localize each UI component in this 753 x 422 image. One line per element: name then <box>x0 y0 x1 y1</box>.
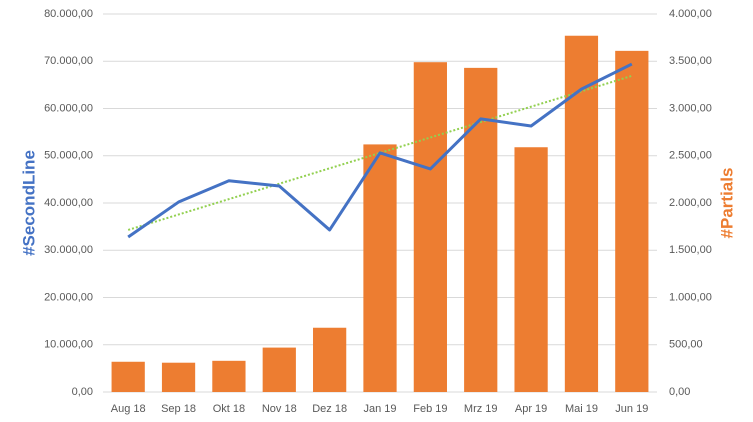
y-tick-label: 70.000,00 <box>44 55 93 67</box>
x-tick-label: Aug 18 <box>111 403 146 415</box>
y-tick-label: 0,00 <box>72 386 93 398</box>
bar <box>514 147 548 392</box>
y2-tick-label: 4.000,00 <box>669 8 712 20</box>
y2-tick-label: 3.000,00 <box>669 102 712 114</box>
x-tick-label: Feb 19 <box>413 403 447 415</box>
bar <box>111 361 145 392</box>
y-tick-label: 60.000,00 <box>44 102 93 114</box>
bar <box>464 67 498 393</box>
x-tick-label: Dez 18 <box>312 403 347 415</box>
x-tick-label: Okt 18 <box>213 403 245 415</box>
bar <box>363 144 397 392</box>
bar <box>564 35 599 393</box>
y-tick-label: 20.000,00 <box>44 291 93 303</box>
bar <box>313 327 347 392</box>
x-tick-label: Mrz 19 <box>464 403 498 415</box>
y-tick-label: 80.000,00 <box>44 8 93 20</box>
y2-tick-label: 2.500,00 <box>669 150 712 162</box>
y2-tick-label: 0,00 <box>669 386 690 398</box>
bar <box>413 62 447 392</box>
y2-tick-label: 1.500,00 <box>669 244 712 256</box>
x-tick-label: Jan 19 <box>363 403 396 415</box>
y-tick-label: 50.000,00 <box>44 150 93 162</box>
bar <box>212 360 246 392</box>
bar <box>615 50 649 392</box>
y2-tick-label: 1.000,00 <box>669 291 712 303</box>
x-tick-label: Sep 18 <box>161 403 196 415</box>
x-tick-label: Jun 19 <box>615 403 648 415</box>
y2-tick-label: 3.500,00 <box>669 55 712 67</box>
x-tick-label: Mai 19 <box>565 403 598 415</box>
y2-axis-title: #Partials <box>717 168 736 239</box>
bar <box>262 347 296 392</box>
y2-tick-label: 2.000,00 <box>669 197 712 209</box>
x-tick-label: Apr 19 <box>515 403 547 415</box>
y-axis-title: #SecondLine <box>19 150 38 256</box>
y2-tick-label: 500,00 <box>669 339 703 351</box>
y-tick-label: 30.000,00 <box>44 244 93 256</box>
x-tick-label: Nov 18 <box>262 403 297 415</box>
y-tick-label: 10.000,00 <box>44 339 93 351</box>
line <box>127 62 633 239</box>
bar <box>161 362 196 392</box>
y-tick-label: 40.000,00 <box>44 197 93 209</box>
